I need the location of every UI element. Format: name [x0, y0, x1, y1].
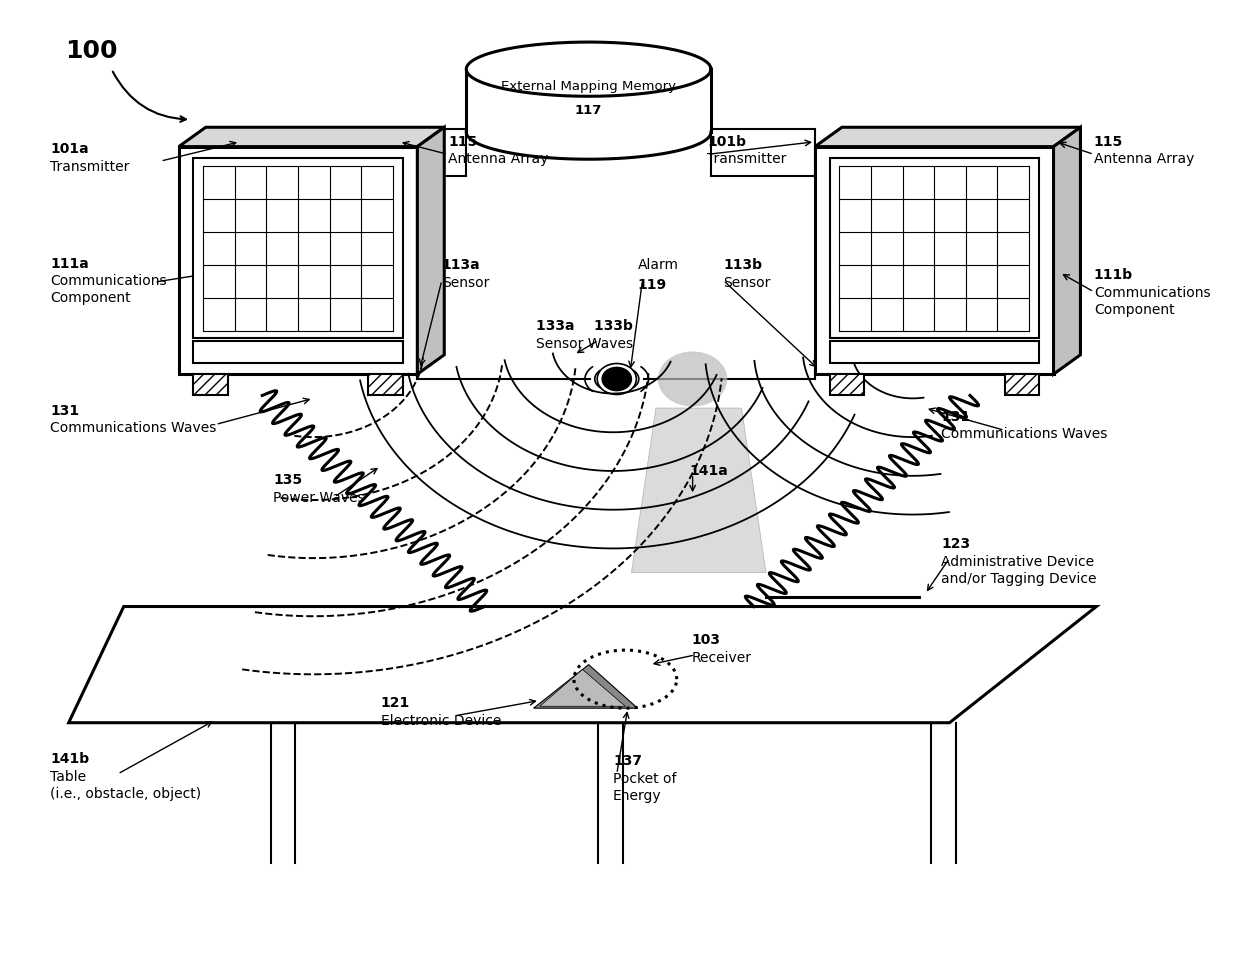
Text: 119: 119 [637, 278, 667, 292]
Text: 131: 131 [51, 404, 79, 418]
Text: 101b: 101b [707, 135, 746, 149]
Text: 135: 135 [273, 474, 303, 487]
Polygon shape [418, 127, 444, 374]
Text: Communications: Communications [1094, 285, 1210, 300]
Text: Communications Waves: Communications Waves [51, 421, 217, 435]
Text: Receiver: Receiver [692, 651, 751, 664]
Polygon shape [466, 132, 711, 159]
Bar [1004, 374, 1039, 395]
Circle shape [658, 352, 727, 406]
Polygon shape [631, 408, 766, 573]
Text: External Mapping Memory: External Mapping Memory [501, 80, 676, 92]
Bar [830, 374, 864, 395]
Polygon shape [193, 158, 403, 338]
Text: Component: Component [51, 291, 131, 306]
Polygon shape [539, 669, 625, 706]
Text: Communications Waves: Communications Waves [941, 427, 1107, 441]
Polygon shape [1054, 127, 1080, 374]
Polygon shape [179, 147, 418, 374]
Text: 113a: 113a [441, 258, 480, 273]
Polygon shape [466, 42, 711, 96]
Text: 111a: 111a [51, 256, 89, 271]
Bar [193, 374, 228, 395]
Text: Power Waves: Power Waves [273, 491, 365, 505]
Polygon shape [815, 147, 1054, 374]
Text: 113b: 113b [723, 258, 763, 273]
Text: 100: 100 [64, 39, 118, 62]
Polygon shape [179, 127, 444, 147]
Text: Energy: Energy [613, 789, 662, 803]
Polygon shape [815, 127, 1080, 147]
Text: 115: 115 [1094, 135, 1123, 149]
Text: 115: 115 [448, 135, 477, 149]
Text: 117: 117 [575, 104, 603, 117]
Text: 123: 123 [941, 537, 970, 552]
Text: 111b: 111b [1094, 268, 1133, 283]
Text: Communications: Communications [51, 274, 167, 288]
Bar [193, 341, 403, 362]
Text: 121: 121 [381, 696, 410, 710]
Polygon shape [533, 664, 637, 708]
Text: 101a: 101a [51, 143, 89, 156]
Text: Transmitter: Transmitter [707, 152, 786, 166]
Text: Sensor: Sensor [723, 276, 770, 290]
Polygon shape [830, 158, 1039, 338]
Text: Table: Table [51, 770, 87, 784]
Text: and/or Tagging Device: and/or Tagging Device [941, 572, 1096, 586]
Text: 141a: 141a [689, 464, 728, 478]
Text: Antenna Array: Antenna Array [1094, 152, 1194, 166]
Text: 137: 137 [613, 754, 642, 768]
Text: Alarm: Alarm [637, 258, 678, 273]
Bar [466, 69, 711, 132]
Circle shape [603, 367, 631, 390]
Text: Pocket of: Pocket of [613, 772, 677, 786]
Text: Sensor: Sensor [441, 276, 490, 290]
Bar [830, 341, 1039, 362]
Text: 133a    133b: 133a 133b [536, 319, 632, 333]
Text: Component: Component [1094, 303, 1174, 317]
Text: Electronic Device: Electronic Device [381, 714, 501, 727]
Text: Antenna Array: Antenna Array [448, 152, 548, 166]
Text: 131: 131 [941, 410, 970, 423]
Text: Sensor Waves: Sensor Waves [536, 337, 634, 351]
Text: Transmitter: Transmitter [51, 160, 130, 174]
Text: 141b: 141b [51, 753, 89, 766]
Text: (i.e., obstacle, object): (i.e., obstacle, object) [51, 787, 201, 801]
Text: 103: 103 [692, 633, 720, 648]
Text: Administrative Device: Administrative Device [941, 554, 1094, 569]
Bar [368, 374, 403, 395]
